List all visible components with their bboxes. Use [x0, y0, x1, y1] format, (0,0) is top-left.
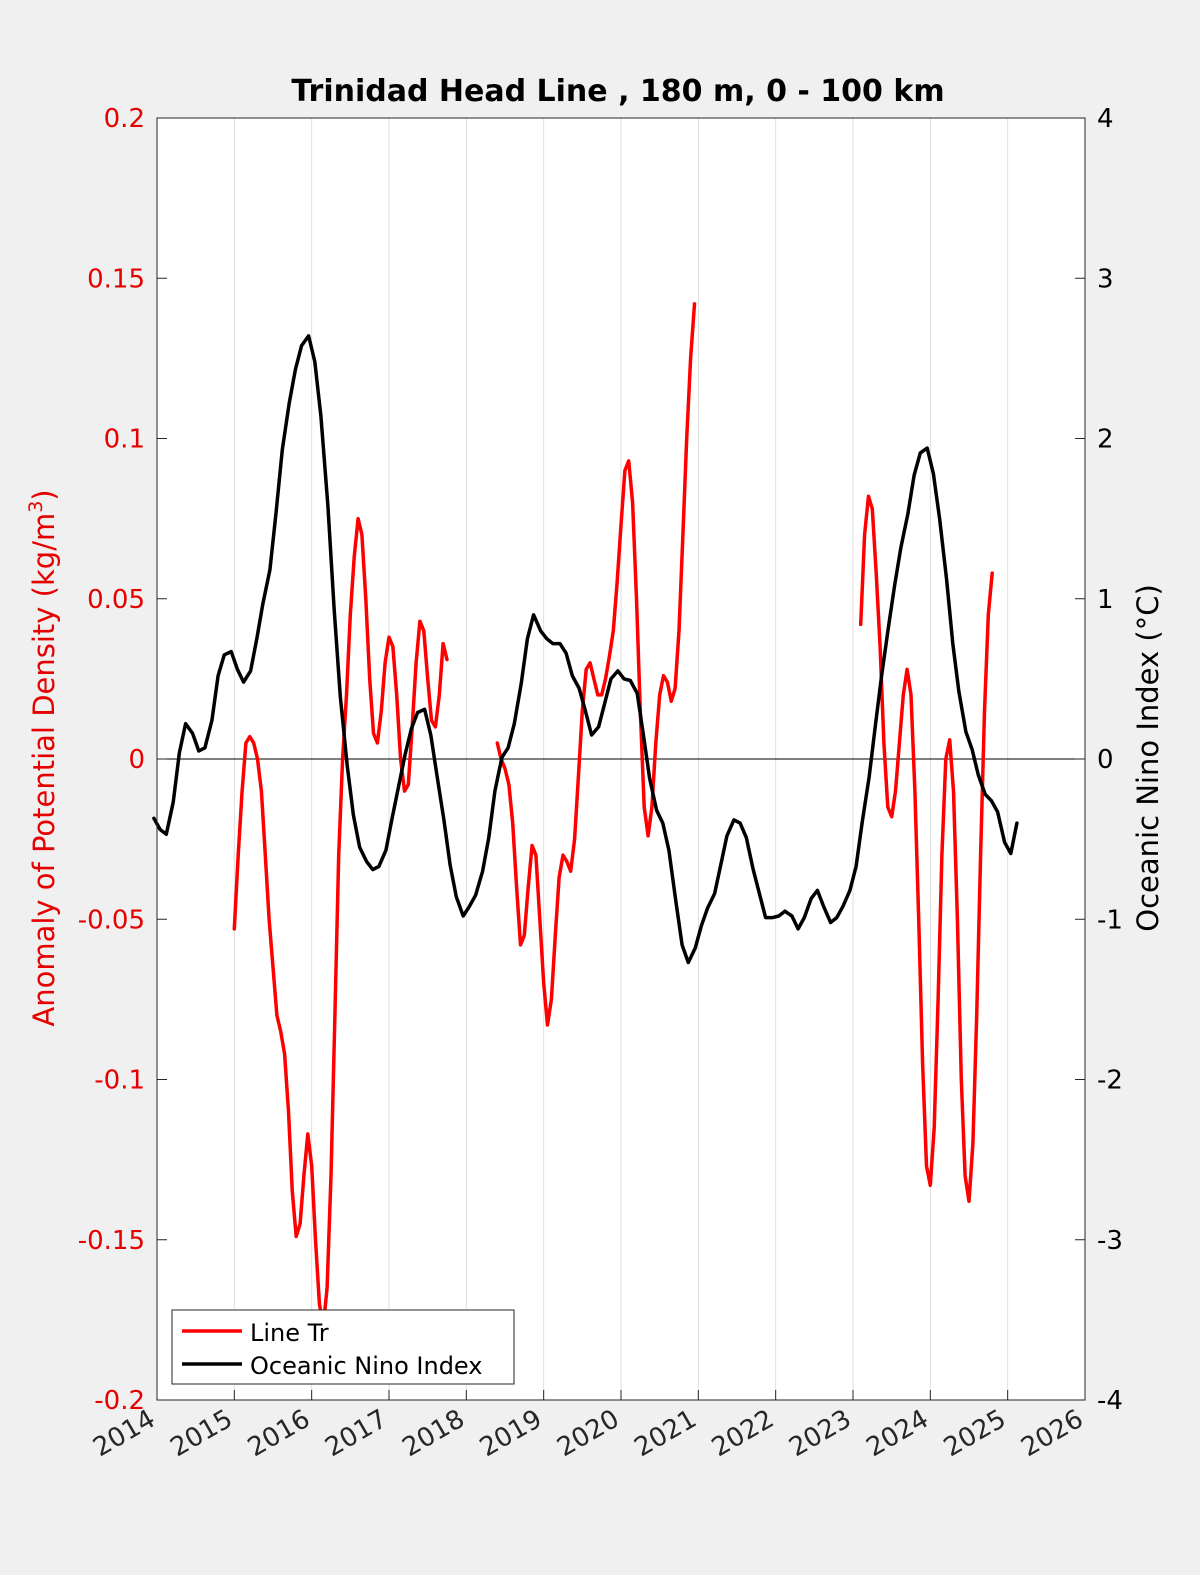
y-axis-left-label: Anomaly of Potential Density (kg/m3) — [25, 489, 61, 1026]
legend: Line Tr Oceanic Nino Index — [171, 1309, 515, 1385]
y-left-tick-label: 0.1 — [104, 425, 145, 455]
y-left-tick-label: 0.15 — [87, 264, 145, 294]
y-right-tick-label: 0 — [1097, 745, 1114, 775]
line-tr-series — [495, 302, 697, 1027]
y-right-tick-label: -4 — [1097, 1386, 1123, 1416]
y-axis-left-label-superscript: 3 — [25, 501, 47, 513]
y-axis-right-label: Oceanic Nino Index (°C) — [1131, 584, 1165, 932]
oni-series — [152, 334, 1019, 965]
y-right-tick-label: -1 — [1097, 905, 1123, 935]
y-left-tick-label: -0.15 — [78, 1226, 145, 1256]
y-left-tick-label: 0 — [128, 745, 145, 775]
y-left-tick-label: -0.05 — [78, 905, 145, 935]
y-left-tick-label: -0.2 — [94, 1386, 145, 1416]
y-right-tick-label: 4 — [1097, 104, 1114, 134]
y-left-tick-label: -0.1 — [94, 1066, 145, 1096]
y-right-tick-label: -3 — [1097, 1226, 1123, 1256]
legend-line-tr-label: Line Tr — [250, 1319, 329, 1347]
y-right-tick-label: -2 — [1097, 1066, 1123, 1096]
y-right-tick-label: 2 — [1097, 425, 1114, 455]
y-axis-left-label-close: ) — [27, 489, 61, 500]
series-layer — [152, 302, 1019, 1329]
y-left-tick-label: 0.05 — [87, 585, 145, 615]
line-tr-series — [858, 494, 994, 1204]
y-axis-left-label-text: Anomaly of Potential Density (kg/m — [27, 513, 61, 1027]
line-tr-series — [232, 516, 449, 1329]
y-right-tick-label: 1 — [1097, 585, 1114, 615]
y-right-tick-label: 3 — [1097, 264, 1114, 294]
legend-oni-label: Oceanic Nino Index — [250, 1352, 482, 1380]
legend-box — [171, 1309, 515, 1385]
chart-title: Trinidad Head Line , 180 m, 0 - 100 km — [291, 74, 944, 109]
y-left-tick-label: 0.2 — [104, 104, 145, 134]
